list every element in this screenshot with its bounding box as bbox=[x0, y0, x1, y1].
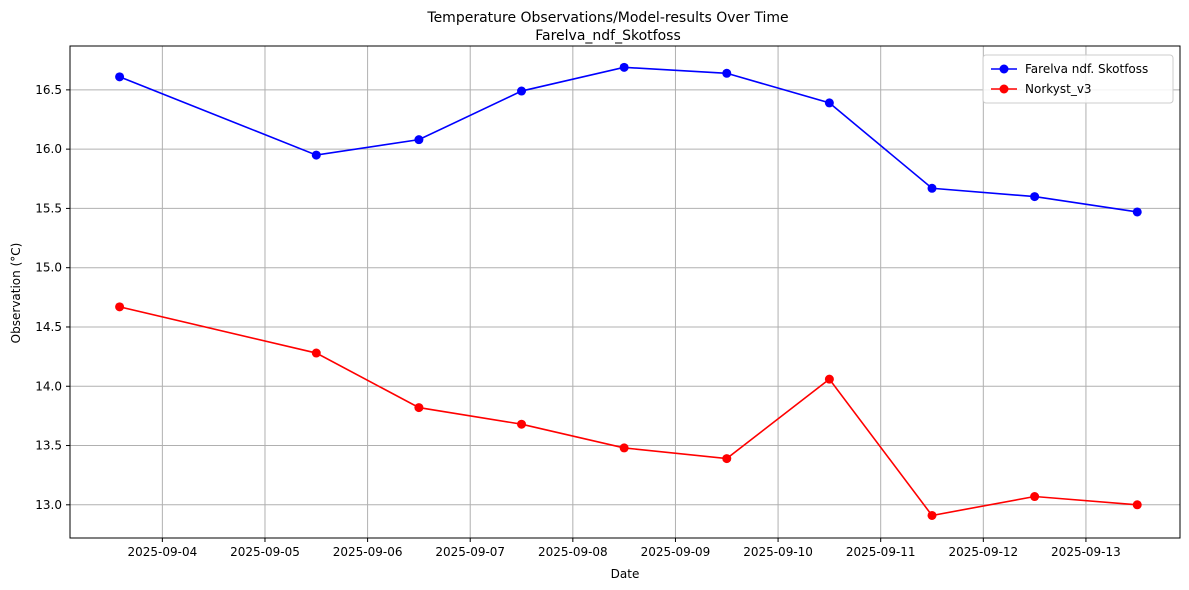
data-point bbox=[311, 348, 321, 358]
series-2 bbox=[115, 302, 1142, 520]
series-layer bbox=[115, 62, 1142, 520]
data-point bbox=[824, 98, 834, 108]
data-point bbox=[414, 403, 424, 413]
x-tick-label: 2025-09-11 bbox=[846, 545, 916, 559]
x-axis: 2025-09-04 2025-09-05 2025-09-06 2025-09-07… bbox=[127, 538, 1121, 559]
data-point bbox=[517, 86, 527, 96]
x-tick-label: 2025-09-07 bbox=[435, 545, 505, 559]
legend-label: Farelva ndf. Skotfoss bbox=[1025, 62, 1148, 76]
data-point bbox=[1030, 192, 1040, 202]
data-point bbox=[1132, 207, 1142, 217]
legend-swatch-marker bbox=[999, 84, 1009, 94]
data-point bbox=[1132, 500, 1142, 510]
series-1 bbox=[115, 62, 1142, 217]
data-point bbox=[311, 150, 321, 160]
series-line bbox=[119, 66, 1138, 213]
chart-title: Temperature Observations/Model-results O… bbox=[426, 10, 788, 26]
data-point bbox=[619, 443, 629, 453]
x-axis-label: Date bbox=[611, 567, 640, 581]
data-point bbox=[517, 419, 527, 429]
data-point bbox=[927, 183, 937, 193]
series-line bbox=[119, 306, 1138, 517]
y-tick-label: 15.0 bbox=[35, 261, 62, 275]
y-tick-label: 13.0 bbox=[35, 498, 62, 512]
y-tick-label: 16.5 bbox=[35, 83, 62, 97]
data-point bbox=[115, 72, 125, 82]
x-tick-label: 2025-09-12 bbox=[948, 545, 1018, 559]
y-tick-label: 13.5 bbox=[35, 439, 62, 453]
data-point bbox=[414, 135, 424, 145]
y-tick-label: 14.5 bbox=[35, 320, 62, 334]
data-point bbox=[722, 68, 732, 78]
y-tick-label: 15.5 bbox=[35, 201, 62, 215]
grid bbox=[70, 46, 1180, 538]
data-point bbox=[927, 510, 937, 520]
y-tick-label: 16.0 bbox=[35, 142, 62, 156]
data-point bbox=[824, 374, 834, 384]
y-axis: 13.0 13.5 14.0 14.5 15.0 15.5 16.0 16.5 bbox=[35, 83, 70, 512]
legend-swatch-marker bbox=[999, 64, 1009, 74]
x-tick-label: 2025-09-08 bbox=[538, 545, 608, 559]
legend: Farelva ndf. Skotfoss Norkyst_v3 bbox=[982, 54, 1174, 104]
plot-frame bbox=[69, 45, 1181, 539]
data-point bbox=[619, 62, 629, 72]
x-tick-label: 2025-09-09 bbox=[641, 545, 711, 559]
legend-box bbox=[982, 54, 1174, 104]
data-point bbox=[115, 302, 125, 312]
data-point bbox=[722, 454, 732, 464]
x-tick-label: 2025-09-05 bbox=[230, 545, 300, 559]
x-tick-label: 2025-09-04 bbox=[127, 545, 197, 559]
x-tick-label: 2025-09-13 bbox=[1051, 545, 1121, 559]
x-tick-label: 2025-09-10 bbox=[743, 545, 813, 559]
y-tick-label: 14.0 bbox=[35, 379, 62, 393]
x-tick-label: 2025-09-06 bbox=[333, 545, 403, 559]
chart-subtitle: Farelva_ndf_Skotfoss bbox=[535, 28, 680, 44]
legend-label: Norkyst_v3 bbox=[1025, 82, 1092, 96]
data-point bbox=[1030, 492, 1040, 502]
y-axis-label: Observation (°C) bbox=[9, 243, 23, 344]
